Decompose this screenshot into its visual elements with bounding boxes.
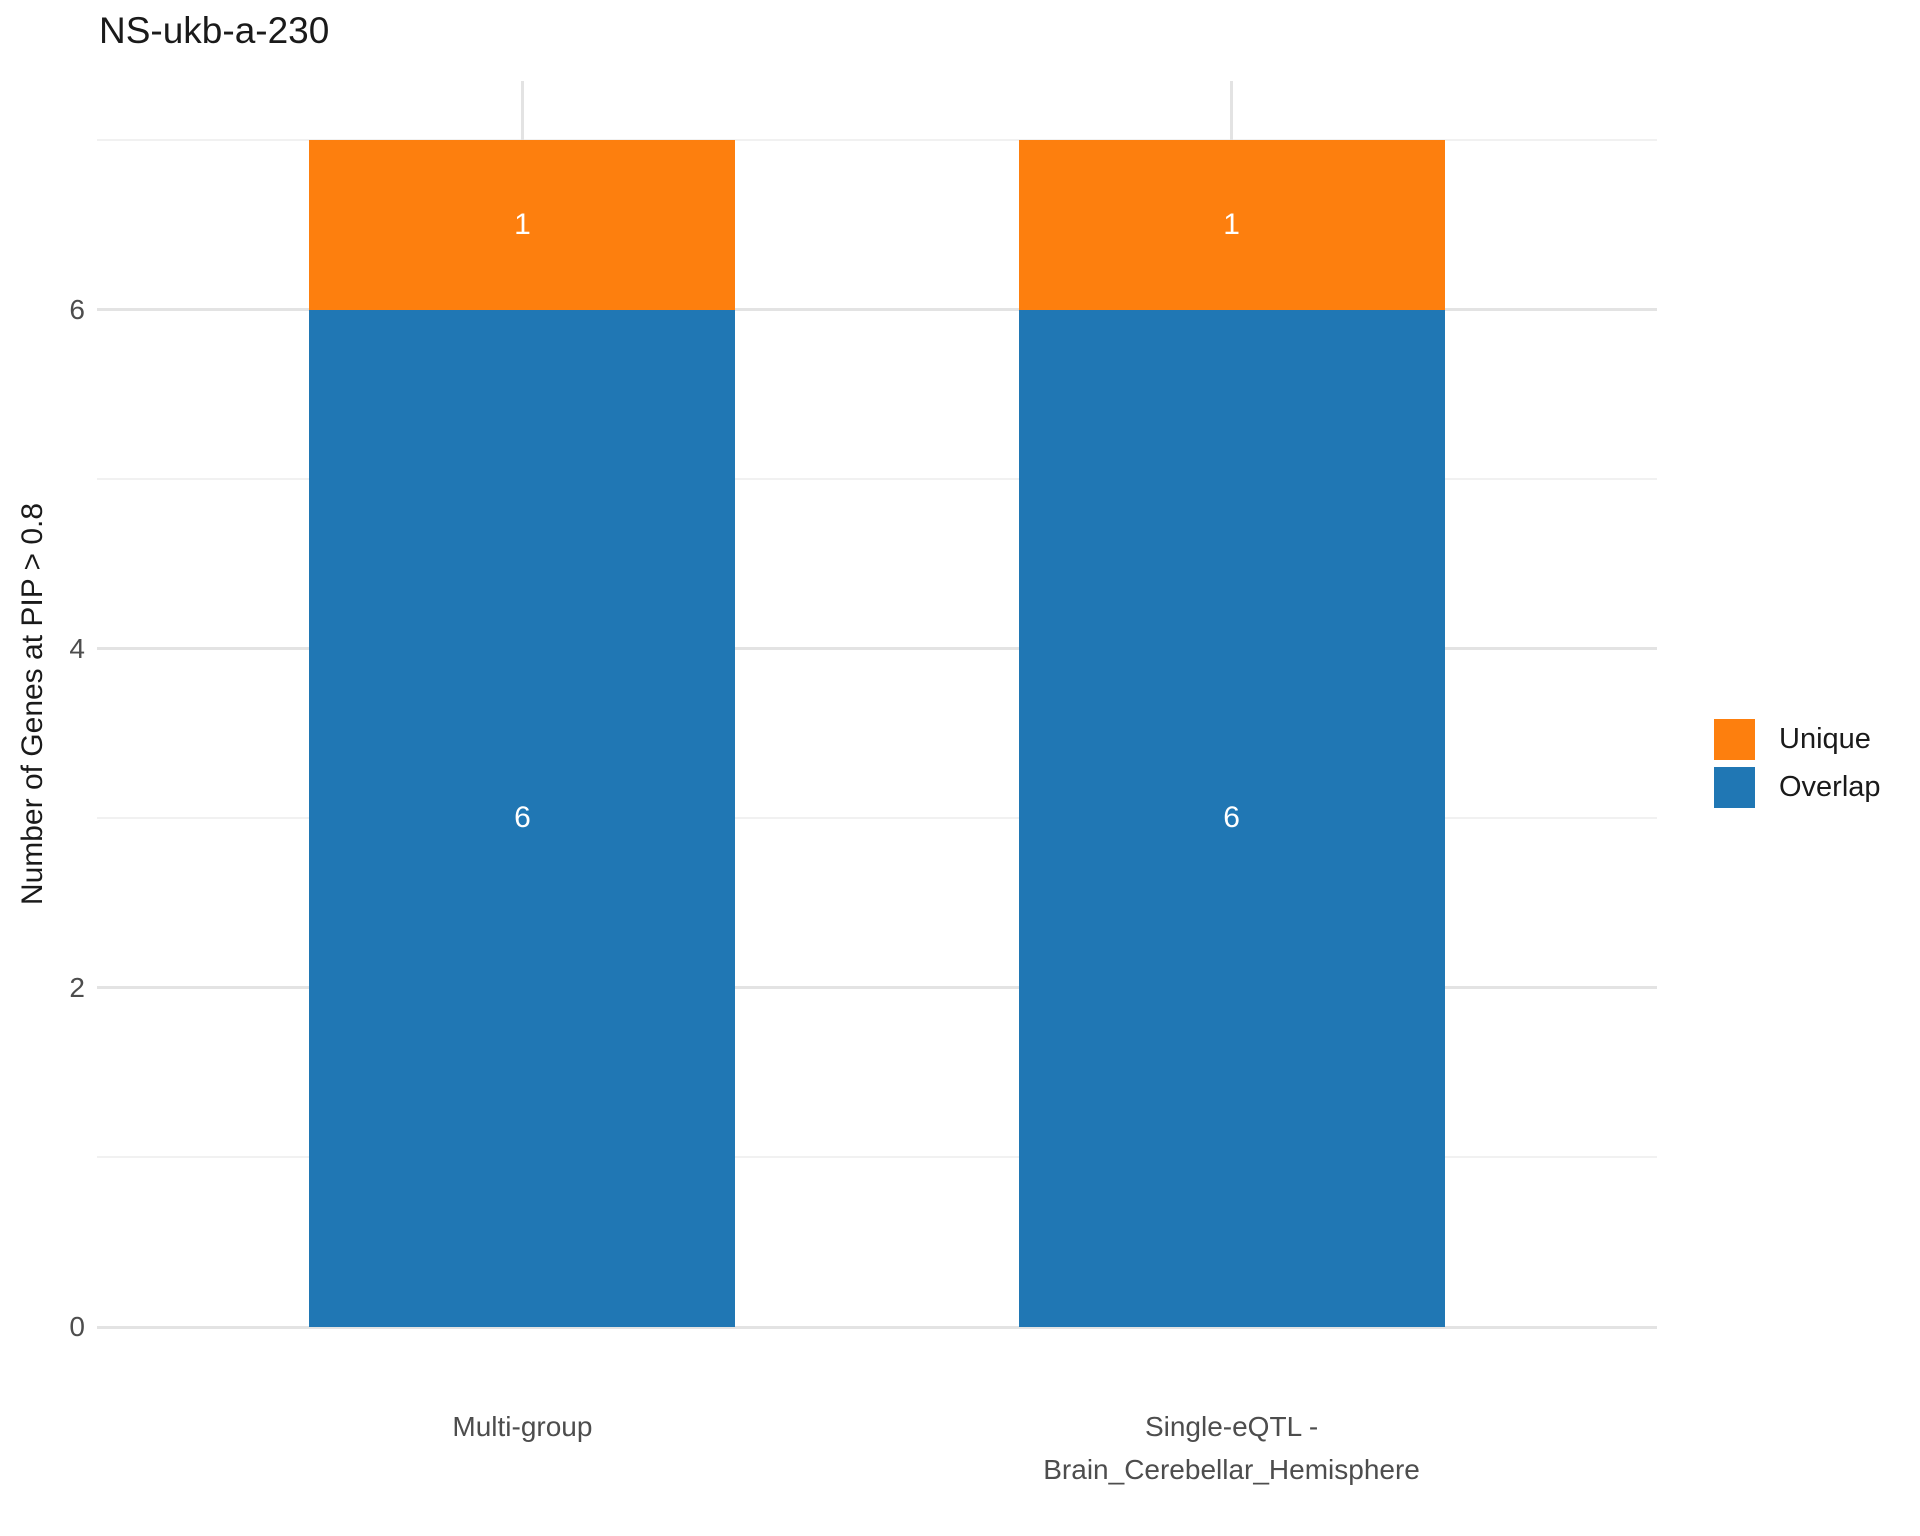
gridline-minor-y-7 bbox=[97, 139, 1657, 142]
legend-swatch-unique bbox=[1714, 719, 1755, 760]
plot-panel: 6 1 6 1 bbox=[97, 81, 1657, 1329]
x-tick-label-line: Single-eQTL - bbox=[1144, 1411, 1319, 1442]
gridline-major-y-2 bbox=[97, 986, 1657, 990]
y-tick-label-2: 2 bbox=[69, 971, 85, 1003]
bar-value-label-overlap-1: 6 bbox=[1223, 801, 1240, 835]
bar-segment-unique-1 bbox=[1018, 140, 1445, 310]
y-tick-label-0: 0 bbox=[69, 1311, 85, 1342]
legend: Unique Overlap bbox=[1714, 719, 1881, 815]
bar-segment-unique-0 bbox=[309, 140, 736, 310]
y-tick-label-4: 4 bbox=[69, 632, 85, 664]
legend-swatch-overlap bbox=[1714, 767, 1755, 808]
x-tick-label-1: Single-eQTL - Brain_Cerebellar_Hemisphere bbox=[932, 1405, 1532, 1491]
legend-label: Overlap bbox=[1779, 771, 1881, 803]
bar-value-label-unique-0: 1 bbox=[514, 208, 531, 242]
legend-label: Unique bbox=[1779, 723, 1871, 755]
gridline-major-y-4 bbox=[97, 647, 1657, 651]
x-tick-label-0: Multi-group bbox=[222, 1405, 822, 1448]
bar-value-label-unique-1: 1 bbox=[1223, 208, 1240, 242]
y-axis-title: Number of Genes at PIP > 0.8 bbox=[16, 502, 49, 906]
legend-entry-unique: Unique bbox=[1714, 719, 1881, 760]
chart-title: NS-ukb-a-230 bbox=[99, 10, 330, 51]
legend-entry-overlap: Overlap bbox=[1714, 767, 1881, 808]
x-tick-label-line: Multi-group bbox=[452, 1411, 593, 1442]
bar-segment-overlap-0 bbox=[309, 309, 736, 1327]
gridline-minor-y-3 bbox=[97, 817, 1657, 820]
gridline-minor-y-5 bbox=[97, 478, 1657, 481]
y-tick-label-6: 6 bbox=[69, 293, 85, 325]
gridline-major-y-6 bbox=[97, 308, 1657, 312]
bar-segment-overlap-1 bbox=[1018, 309, 1445, 1327]
gridline-minor-y-1 bbox=[97, 1156, 1657, 1159]
x-tick-label-line: Brain_Cerebellar_Hemisphere bbox=[1043, 1454, 1420, 1485]
bar-value-label-overlap-0: 6 bbox=[514, 801, 531, 835]
gridline-major-y-0 bbox=[97, 1325, 1657, 1329]
